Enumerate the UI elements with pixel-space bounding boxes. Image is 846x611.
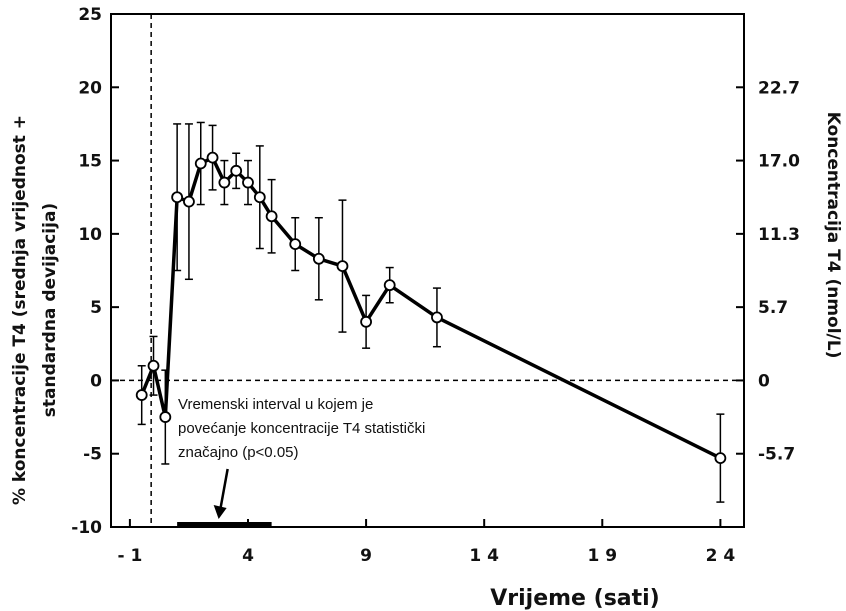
x-tick-label: - 1 bbox=[117, 546, 142, 566]
data-point bbox=[206, 151, 219, 164]
x-axis-title: Vrijeme (sati) bbox=[490, 586, 660, 611]
data-point bbox=[147, 359, 160, 372]
data-point bbox=[171, 191, 184, 204]
data-point bbox=[336, 260, 349, 273]
data-series-line bbox=[140, 155, 722, 460]
significance-annotation: Vremenski interval u kojem je povećanje k… bbox=[178, 396, 425, 519]
y-tick-label: 25 bbox=[78, 5, 102, 25]
data-point bbox=[135, 389, 148, 401]
annotation-line: značajno (p<0.05) bbox=[178, 444, 299, 461]
y-tick-label: 0 bbox=[90, 371, 102, 391]
y2-tick-label: 5.7 bbox=[758, 298, 788, 318]
x-tick-label: 9 bbox=[360, 546, 372, 566]
reference-lines bbox=[111, 14, 744, 527]
data-point bbox=[312, 252, 325, 265]
x-tick-label: 2 4 bbox=[706, 546, 736, 566]
y2-tick-label: 17.0 bbox=[758, 152, 800, 172]
y-axis-title: % koncentracije T4 (srednja vrijednost +… bbox=[10, 115, 60, 505]
data-point bbox=[714, 452, 727, 465]
annotation-line: Vremenski interval u kojem je bbox=[178, 396, 373, 413]
data-line-group bbox=[140, 155, 722, 460]
y-tick-label: 15 bbox=[78, 152, 102, 172]
data-point bbox=[431, 311, 443, 324]
data-point bbox=[218, 176, 231, 189]
y-axis-title-line: % koncentracije T4 (srednja vrijednost + bbox=[10, 115, 30, 505]
data-point bbox=[289, 238, 302, 251]
data-point bbox=[194, 157, 207, 170]
annotation-line: povećanje koncentracije T4 statistički bbox=[178, 420, 425, 437]
data-point bbox=[183, 195, 195, 208]
y-axis-title-line: standardna devijacija) bbox=[40, 203, 60, 417]
y2-tick-label: 0 bbox=[758, 371, 770, 391]
data-point bbox=[265, 210, 278, 223]
tick-labels: -10 -5 0 5 10 15 20 25 -5.7 0 5.7 11.3 17.0 22.7 - 1 4 9… bbox=[71, 5, 800, 566]
y-tick-label: -5 bbox=[83, 445, 102, 465]
y2-tick-label: -5.7 bbox=[758, 445, 795, 465]
annotation-arrowhead bbox=[213, 505, 227, 519]
data-point bbox=[230, 164, 243, 177]
data-points bbox=[135, 151, 727, 465]
data-point bbox=[253, 191, 266, 204]
significance-bar-group bbox=[177, 522, 272, 528]
x-tick-label: 4 bbox=[242, 546, 254, 566]
y-tick-label: -10 bbox=[71, 518, 102, 538]
significance-interval-bar bbox=[177, 522, 272, 528]
data-point bbox=[242, 176, 254, 189]
data-point bbox=[360, 315, 372, 328]
data-point bbox=[383, 279, 396, 292]
y-tick-label: 20 bbox=[78, 78, 102, 98]
y2-tick-label: 11.3 bbox=[758, 225, 800, 245]
y2-tick-label: 22.7 bbox=[758, 78, 800, 98]
y-tick-label: 5 bbox=[90, 298, 102, 318]
x-tick-label: 1 4 bbox=[469, 546, 499, 566]
annotation-arrow bbox=[218, 468, 229, 514]
data-point bbox=[159, 411, 172, 423]
y2-axis-title: Koncentracija T4 (nmol/L) bbox=[823, 112, 843, 359]
x-tick-label: 1 9 bbox=[587, 546, 617, 566]
plot-frame bbox=[110, 13, 745, 528]
y-tick-label: 10 bbox=[78, 225, 102, 245]
